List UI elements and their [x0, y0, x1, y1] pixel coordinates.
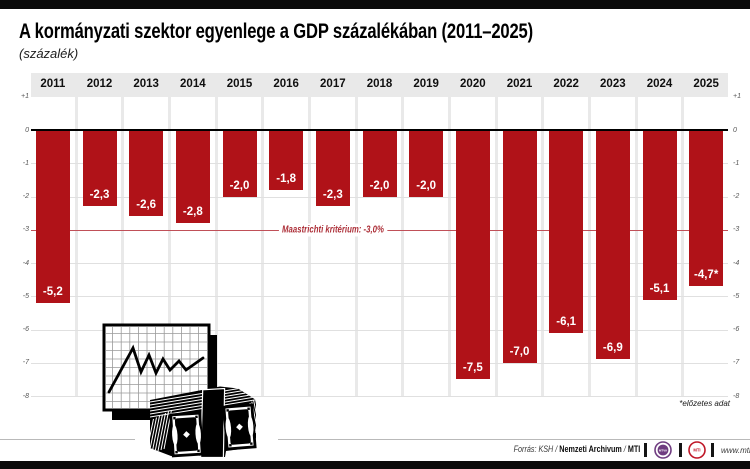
gridline--8 [31, 396, 728, 397]
chart-and-money-illustration [94, 318, 270, 460]
footer: Forrás: KSH / Nemzeti Archivum / MTI MTV… [0, 441, 750, 461]
year-label-2023: 2023 [600, 78, 626, 90]
mtva-logo-icon: MTVA [654, 441, 672, 459]
bar-chart: 2011 2012 2013 2014 2015 2016 2017 2018 2019 2020… [21, 73, 741, 400]
y-tick-left--5: -5 [22, 292, 29, 300]
source-mti: MTI [627, 444, 640, 454]
chart-and-money-icon [102, 323, 257, 459]
year-label-2016: 2016 [273, 78, 299, 90]
bar-2018 [362, 131, 397, 197]
footer-separator-3 [711, 443, 714, 457]
footer-divider-left [0, 439, 135, 440]
year-label-2019: 2019 [413, 78, 439, 90]
y-tick-left--1: -1 [22, 159, 29, 167]
value-label-2022: -6,1 [556, 315, 577, 328]
year-label-2020: 2020 [460, 78, 486, 90]
value-label-2014: -2,8 [182, 206, 203, 219]
gridline--4 [31, 263, 728, 264]
y-tick-right--2: -2 [733, 193, 740, 200]
year-label-2015: 2015 [226, 78, 253, 90]
bar-2024 [642, 131, 677, 300]
y-tick-right-0: 0 [733, 126, 737, 134]
y-tick-right--1: -1 [733, 159, 740, 167]
y-tick-right--3: -3 [733, 226, 740, 234]
y-tick-left--8: -8 [22, 392, 29, 400]
value-label-2018: -2,0 [369, 179, 390, 192]
value-label-2021: -7,0 [509, 345, 530, 358]
bar-2017 [315, 131, 350, 207]
bar-2025 [689, 131, 724, 287]
year-label-2022: 2022 [553, 78, 579, 90]
page-subtitle: (százalék) [19, 46, 79, 61]
value-label-2019: -2,0 [416, 179, 437, 192]
bar-2021 [502, 131, 537, 363]
bar-2012 [82, 131, 117, 207]
source-credit: Forrás: KSH / Nemzeti Archivum / MTI [513, 444, 640, 454]
bar-2023 [595, 131, 630, 360]
year-label-2012: 2012 [86, 78, 113, 90]
gridline--6 [31, 329, 728, 331]
y-tick-right--4: -4 [733, 259, 740, 267]
bar-2011 [35, 131, 70, 303]
year-label-2021: 2021 [506, 78, 533, 90]
y-tick-right--7: -7 [733, 359, 740, 367]
year-label-2014: 2014 [180, 78, 206, 90]
source-separator: / [621, 444, 628, 454]
value-label-2023: -6,9 [602, 342, 623, 355]
value-label-2020: -7,5 [462, 362, 483, 375]
y-tick-left--6: -6 [22, 326, 29, 333]
bar-2022 [549, 131, 584, 333]
y-tick-left-0: 0 [25, 126, 29, 134]
gridline--2 [31, 196, 728, 198]
year-label-2018: 2018 [366, 78, 393, 90]
mti-logo-icon: MTI [688, 441, 706, 459]
bottom-black-bar [0, 461, 750, 469]
zero-axis-line [31, 129, 728, 131]
footer-divider-right [278, 439, 750, 440]
website-link[interactable]: www.mti.hu [721, 446, 750, 455]
y-tick-right--6: -6 [733, 326, 740, 333]
svg-text:MTI: MTI [693, 447, 700, 452]
chart-footnote: *előzetes adat [679, 399, 730, 408]
value-label-2017: -2,3 [322, 189, 343, 202]
year-label-2025: 2025 [693, 78, 719, 90]
y-tick-left--7: -7 [22, 359, 29, 367]
footer-separator-1 [644, 443, 647, 457]
reference-line-label: Maastrichti kritérium: -3,0% [278, 223, 388, 237]
bar-2016 [269, 131, 304, 190]
gridline--7 [31, 362, 728, 364]
y-tick-left--4: -4 [22, 259, 29, 267]
y-tick-right-+1: +1 [733, 93, 741, 101]
year-label-2013: 2013 [133, 78, 159, 90]
y-tick-right--8: -8 [733, 392, 740, 400]
y-tick-right--5: -5 [733, 292, 740, 300]
year-label-2011: 2011 [40, 78, 66, 90]
bar-2013 [129, 131, 164, 217]
value-label-2025: -4,7* [694, 269, 719, 282]
source-prefix: Forrás: KSH / [513, 444, 560, 454]
y-tick-left--2: -2 [22, 193, 29, 200]
value-label-2024: -5,1 [649, 282, 670, 295]
year-label-2024: 2024 [646, 78, 673, 90]
page-title: A kormányzati szektor egyenlege a GDP sz… [19, 20, 533, 43]
bar-2019 [409, 131, 444, 197]
y-tick-left-+1: +1 [21, 93, 29, 101]
top-black-bar [0, 0, 750, 9]
value-label-2012: -2,3 [89, 189, 110, 202]
bar-2014 [175, 131, 210, 224]
value-label-2015: -2,0 [229, 179, 250, 192]
y-tick-left--3: -3 [22, 226, 29, 234]
bar-2020 [455, 131, 490, 380]
value-label-2013: -2,6 [136, 199, 157, 212]
bar-2015 [222, 131, 257, 197]
mti-logo: MTI [688, 441, 706, 464]
year-label-2017: 2017 [320, 78, 346, 90]
mtva-logo: MTVA [654, 441, 672, 464]
footer-separator-2 [679, 443, 682, 457]
value-label-2016: -1,8 [276, 172, 297, 185]
svg-text:MTVA: MTVA [659, 448, 668, 452]
source-archive: Nemzeti Archivum [559, 444, 622, 454]
gridline--5 [31, 296, 728, 298]
value-label-2011: -5,2 [42, 285, 63, 298]
